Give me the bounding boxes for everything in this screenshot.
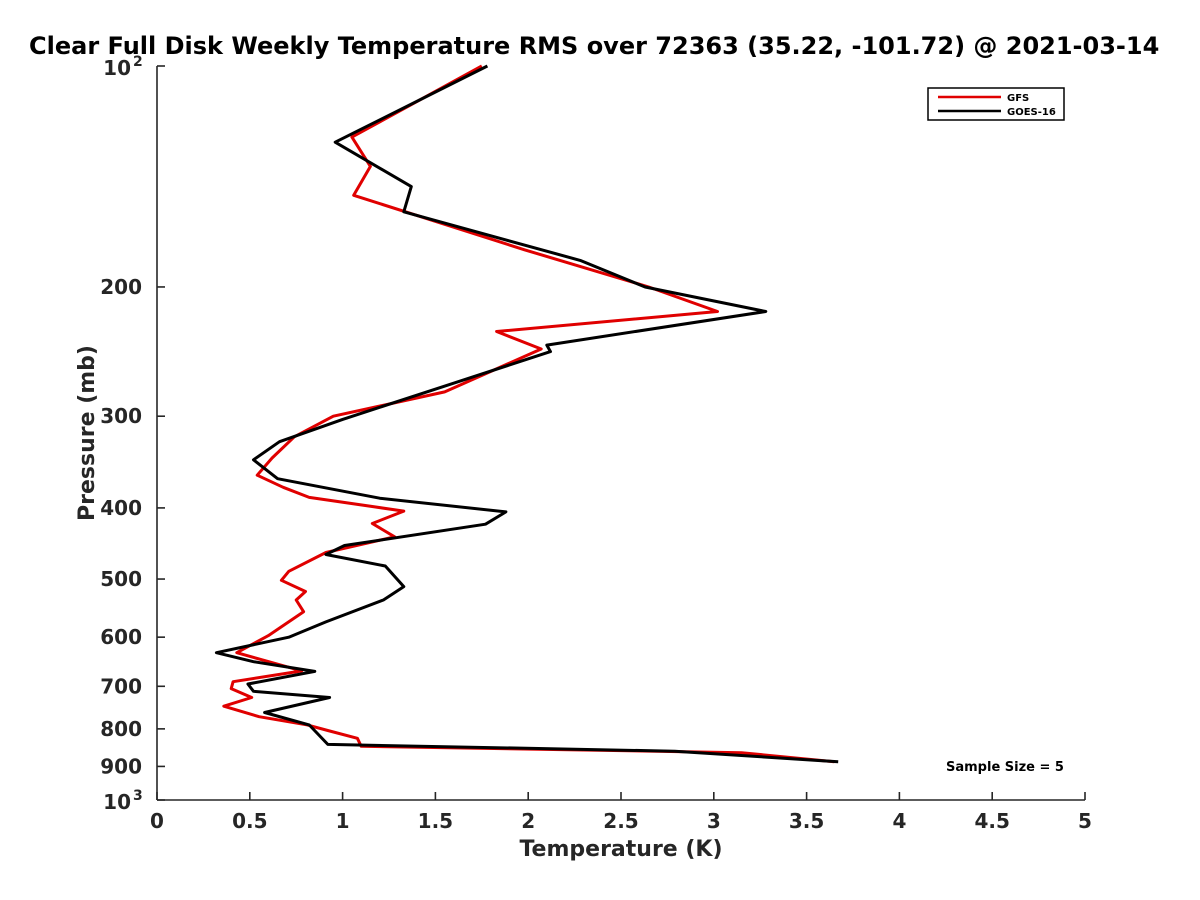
y-tick-label: 900 [100,754,142,778]
x-tick-label: 1.5 [418,809,453,833]
y-tick-label: 700 [100,674,142,698]
y-tick-exponent: 2 [133,54,143,70]
y-tick-label: 800 [100,717,142,741]
x-tick-label: 3.5 [789,809,824,833]
legend: GFS GOES-16 [927,87,1065,121]
x-tick-label: 2.5 [603,809,638,833]
x-tick-label: 0.5 [232,809,267,833]
x-tick-label: 4 [892,809,906,833]
x-ticks: 0 0.5 1 1.5 2 2.5 3 3.5 4 4.5 5 [150,792,1092,833]
x-tick-label: 1 [336,809,350,833]
x-tick-label: 4.5 [974,809,1009,833]
y-tick-label: 300 [100,404,142,428]
y-tick-exponent: 3 [133,788,143,804]
x-tick-label: 3 [707,809,721,833]
x-tick-label: 5 [1078,809,1092,833]
y-tick-label: 10 [103,790,131,814]
legend-label: GOES-16 [1007,107,1056,118]
y-axis-label: Pressure (mb) [75,345,100,521]
y-tick-label: 400 [100,496,142,520]
x-axis-label: Temperature (K) [519,837,722,862]
x-tick-label: 2 [521,809,535,833]
y-tick-label: 600 [100,625,142,649]
series-line-goes-16 [214,64,839,764]
series-lines [214,64,839,764]
chart-title: Clear Full Disk Weekly Temperature RMS o… [29,32,1159,60]
sample-size-annotation: Sample Size = 5 [946,760,1064,775]
y-tick-label: 500 [100,567,142,591]
series-line-gfs [222,64,835,764]
y-tick-label: 200 [100,275,142,299]
x-tick-label: 0 [150,809,164,833]
legend-label: GFS [1007,93,1029,104]
plot-axes [156,66,1085,801]
legend-box [927,87,1065,121]
y-tick-label: 10 [103,56,131,80]
